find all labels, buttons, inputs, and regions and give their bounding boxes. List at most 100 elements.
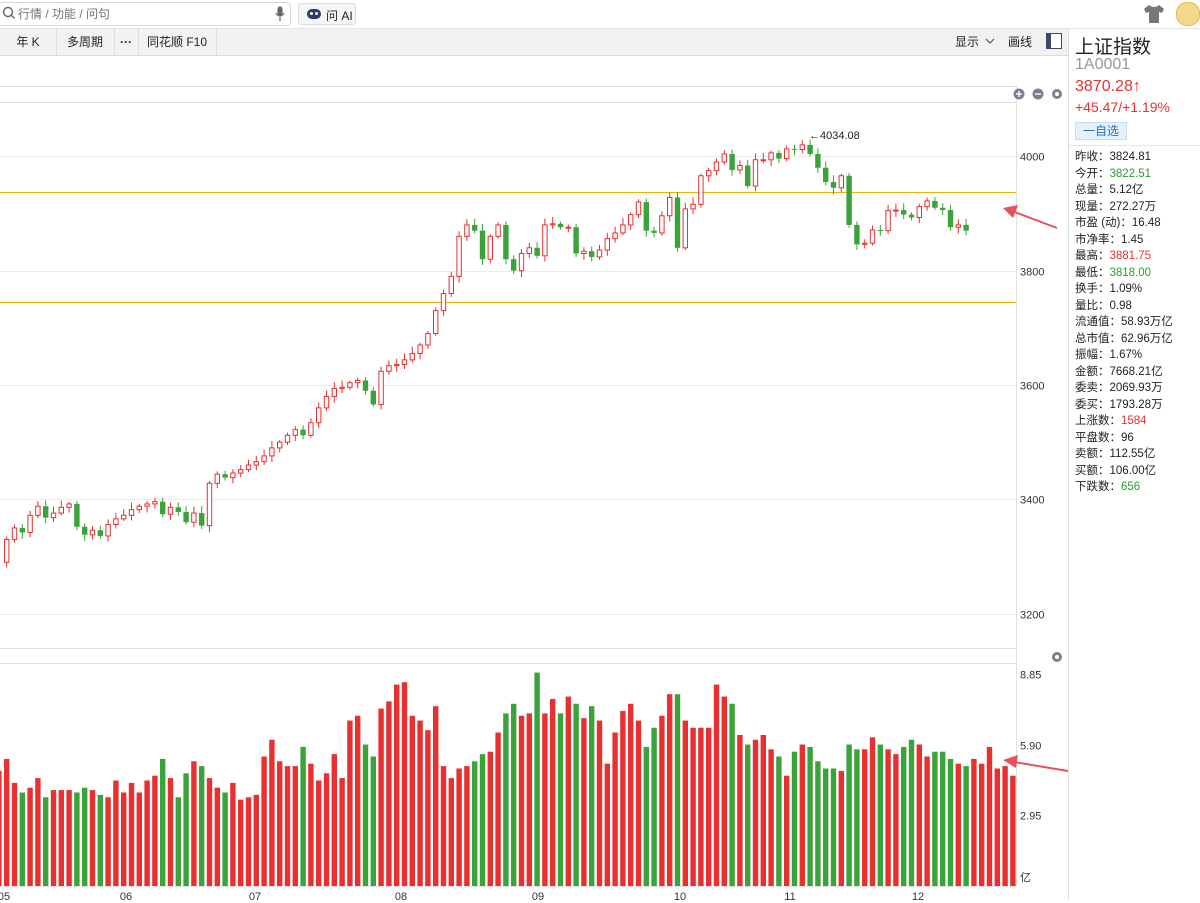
candle[interactable] [136, 503, 143, 514]
candle[interactable] [82, 523, 88, 542]
candle[interactable] [277, 439, 283, 453]
volume-bar[interactable] [581, 718, 587, 886]
candle[interactable] [534, 242, 540, 259]
candle[interactable] [417, 342, 423, 360]
volume-bar[interactable] [4, 758, 10, 886]
candle[interactable] [612, 226, 618, 243]
display-menu[interactable]: 显示 [955, 29, 979, 55]
candle[interactable] [596, 244, 603, 260]
candle[interactable] [526, 242, 532, 259]
volume-bar[interactable] [659, 715, 665, 886]
volume-bar[interactable] [503, 713, 509, 886]
candle[interactable] [300, 425, 306, 440]
volume-bar[interactable] [986, 746, 993, 886]
volume-bar[interactable] [206, 778, 213, 886]
candle[interactable] [323, 390, 330, 412]
volume-bar[interactable] [269, 739, 275, 886]
volume-bar[interactable] [136, 792, 142, 886]
volume-bar[interactable] [355, 715, 361, 886]
volume-bar[interactable] [89, 790, 96, 886]
volume-bar[interactable] [916, 744, 922, 886]
candle[interactable] [854, 221, 860, 251]
volume-bar[interactable] [955, 763, 961, 886]
candle[interactable] [11, 524, 18, 543]
volume-bar[interactable] [43, 797, 49, 886]
volume-bar[interactable] [261, 756, 267, 886]
candle[interactable] [573, 223, 579, 257]
volume-bar[interactable] [729, 703, 735, 886]
volume-bar[interactable] [160, 758, 166, 886]
candle[interactable] [401, 353, 408, 369]
volume-bar[interactable] [885, 749, 891, 886]
candle[interactable] [74, 501, 80, 531]
candle[interactable] [916, 203, 922, 224]
candle[interactable] [121, 509, 127, 522]
volume-bar[interactable] [448, 778, 454, 886]
zoom-out-icon[interactable] [1032, 88, 1044, 100]
gear-icon[interactable] [1052, 89, 1062, 99]
volume-bar[interactable] [292, 766, 298, 886]
volume-bar[interactable] [893, 754, 899, 886]
candle[interactable] [386, 360, 392, 375]
candle[interactable] [261, 449, 267, 466]
candle[interactable] [191, 506, 197, 528]
candle[interactable] [316, 402, 322, 428]
candle[interactable] [495, 222, 501, 239]
candle[interactable] [128, 502, 135, 521]
candle[interactable] [869, 225, 876, 246]
candle[interactable] [760, 152, 766, 164]
candle[interactable] [35, 501, 41, 519]
candle[interactable] [682, 202, 688, 251]
candle[interactable] [347, 380, 353, 391]
volume-bar[interactable] [768, 749, 774, 886]
gear-icon[interactable] [1052, 652, 1062, 662]
multi-period-tab[interactable]: 多周期 [56, 29, 115, 55]
volume-bar[interactable] [877, 744, 883, 886]
candle[interactable] [331, 382, 338, 403]
candle[interactable] [745, 159, 751, 189]
volume-bar[interactable] [854, 749, 860, 886]
volume-bar[interactable] [11, 782, 18, 886]
volume-bar[interactable] [674, 694, 681, 886]
candle[interactable] [394, 358, 400, 372]
volume-bar[interactable] [752, 739, 759, 886]
candle[interactable] [284, 432, 291, 446]
volume-bar[interactable] [433, 706, 439, 886]
candle[interactable] [58, 500, 64, 516]
candle[interactable] [511, 255, 517, 275]
volume-bar[interactable] [339, 778, 345, 886]
candle[interactable] [674, 191, 681, 252]
volume-bar[interactable] [167, 778, 174, 886]
candle[interactable] [885, 204, 891, 235]
candle[interactable] [253, 455, 260, 471]
candle[interactable] [690, 197, 696, 215]
candle[interactable] [940, 203, 946, 216]
candle[interactable] [620, 218, 626, 236]
candle[interactable] [167, 502, 174, 520]
volume-bar[interactable] [284, 766, 291, 886]
candle[interactable] [292, 426, 299, 442]
volume-bar[interactable] [698, 727, 704, 886]
volume-bar[interactable] [222, 792, 228, 886]
volume-bar[interactable] [175, 797, 181, 886]
candle[interactable] [518, 248, 525, 277]
candle[interactable] [464, 219, 470, 241]
candle[interactable] [862, 239, 868, 249]
volume-bar[interactable] [409, 715, 415, 886]
candle[interactable] [269, 441, 275, 463]
volume-bar[interactable] [838, 770, 844, 886]
candle[interactable] [245, 459, 252, 472]
volume-bar[interactable] [323, 773, 330, 886]
volume-bar[interactable] [113, 780, 119, 886]
volume-bar[interactable] [1002, 766, 1008, 886]
volume-bar[interactable] [183, 773, 189, 886]
mic-icon[interactable] [275, 6, 285, 22]
volume-bar[interactable] [105, 797, 111, 886]
volume-bar[interactable] [908, 739, 915, 886]
kline-chart[interactable]: 4000 3800 3600 3400 3200 8.85 5.90 2.95 亿 05 06 07 0… [0, 56, 1111, 903]
candle[interactable] [823, 161, 829, 186]
candle[interactable] [901, 203, 907, 220]
volume-bar[interactable] [947, 758, 954, 886]
candle[interactable] [729, 149, 735, 176]
candle[interactable] [830, 175, 837, 195]
